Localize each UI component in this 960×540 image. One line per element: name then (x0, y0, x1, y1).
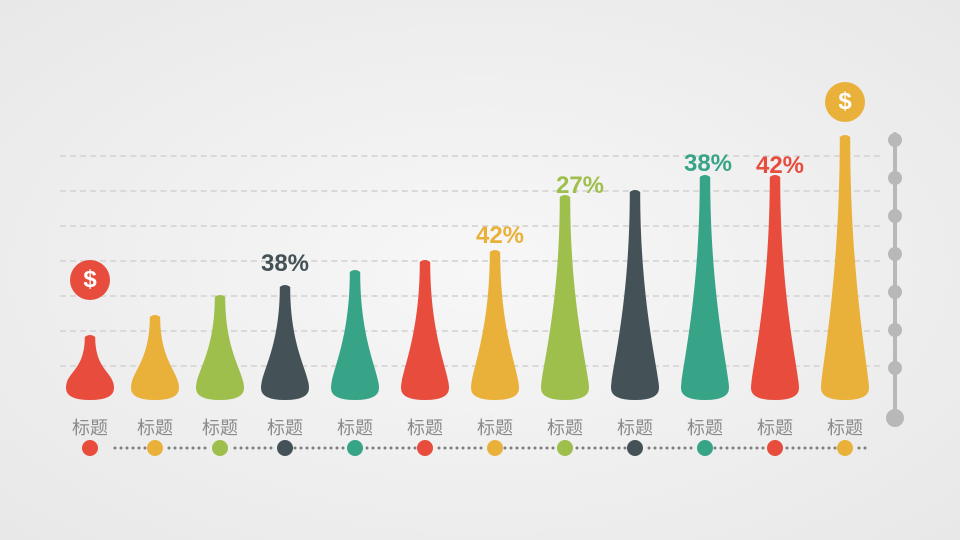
x-label-9: 标题 (687, 414, 723, 440)
value-label-0: 38% (261, 250, 309, 278)
bar-3 (259, 285, 311, 400)
bar-2 (194, 295, 246, 400)
x-label-11: 标题 (827, 414, 863, 440)
x-dot-1 (147, 440, 163, 456)
bar-6 (469, 250, 521, 400)
dollar-icon: $ (825, 82, 865, 122)
y-tick (888, 285, 902, 299)
infographic-chart: { "chart": { "type": "custom-spike-bar",… (0, 0, 960, 540)
x-label-10: 标题 (757, 414, 793, 440)
x-label-1: 标题 (137, 414, 173, 440)
bar-4 (329, 270, 381, 400)
x-label-2: 标题 (202, 414, 238, 440)
y-tick (888, 209, 902, 223)
y-tick (888, 133, 902, 147)
value-label-4: 42% (756, 152, 804, 180)
x-dot-2 (212, 440, 228, 456)
x-dot-9 (697, 440, 713, 456)
bar-7 (539, 195, 591, 400)
bar-8 (609, 190, 661, 400)
value-label-1: 42% (476, 222, 524, 250)
bar-0 (64, 335, 116, 400)
x-label-5: 标题 (407, 414, 443, 440)
x-dot-10 (767, 440, 783, 456)
x-dot-3 (277, 440, 293, 456)
x-dot-11 (837, 440, 853, 456)
bar-9 (679, 175, 731, 400)
bar-10 (749, 175, 801, 400)
x-label-4: 标题 (337, 414, 373, 440)
y-tick (888, 323, 902, 337)
x-dot-8 (627, 440, 643, 456)
x-dot-0 (82, 440, 98, 456)
x-label-7: 标题 (547, 414, 583, 440)
bar-5 (399, 260, 451, 400)
dollar-icon: $ (70, 260, 110, 300)
bar-11 (819, 135, 871, 400)
x-label-8: 标题 (617, 414, 653, 440)
x-dot-5 (417, 440, 433, 456)
x-dot-6 (487, 440, 503, 456)
x-label-0: 标题 (72, 414, 108, 440)
bar-1 (129, 315, 181, 400)
x-label-6: 标题 (477, 414, 513, 440)
value-label-3: 38% (684, 150, 732, 178)
value-label-2: 27% (556, 172, 604, 200)
y-tick (888, 171, 902, 185)
y-tick (888, 361, 902, 375)
x-dot-7 (557, 440, 573, 456)
x-dot-4 (347, 440, 363, 456)
x-label-3: 标题 (267, 414, 303, 440)
y-tick (888, 247, 902, 261)
